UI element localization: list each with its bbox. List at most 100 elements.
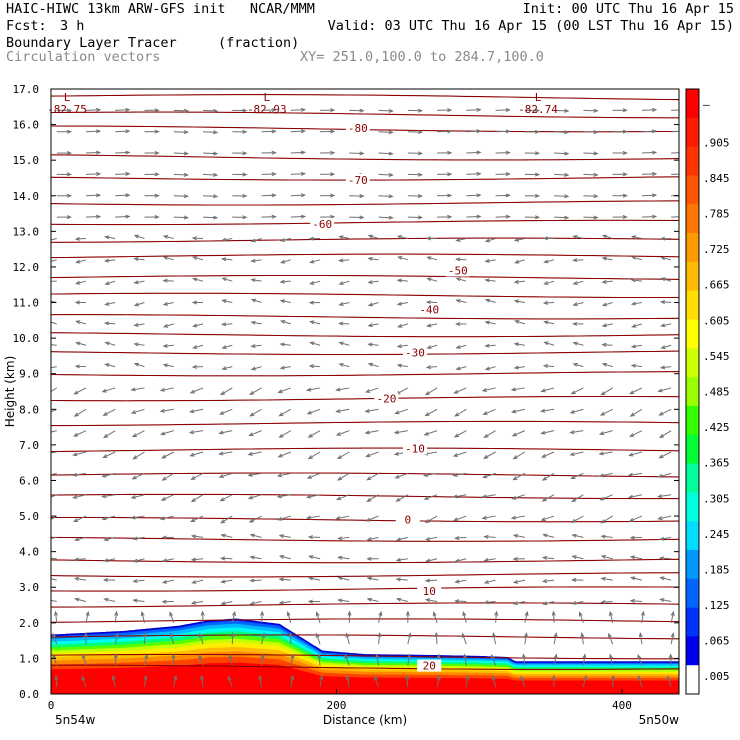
wind-vector <box>335 387 350 392</box>
wind-vector <box>249 555 262 560</box>
wind-vector <box>162 256 174 261</box>
wind-vector <box>133 257 145 262</box>
wind-vector <box>482 472 496 479</box>
wind-vector <box>162 278 174 283</box>
wind-vector <box>51 320 57 325</box>
wind-vector <box>133 322 145 327</box>
wind-vector <box>367 302 379 307</box>
wind-vector <box>286 611 292 623</box>
wind-vector <box>542 533 555 538</box>
wind-vector <box>580 632 585 645</box>
wind-vector <box>159 408 174 413</box>
contour-label-bg <box>374 392 399 405</box>
wind-vector <box>492 632 497 645</box>
contour-label-bg <box>417 659 442 672</box>
wind-vector <box>51 344 57 346</box>
wind-vector <box>583 172 599 177</box>
wind-vector <box>452 472 467 477</box>
wind-vector <box>279 279 291 284</box>
wind-vector <box>627 472 642 477</box>
wind-vector <box>543 341 555 346</box>
wind-vector <box>74 364 86 369</box>
wind-vector <box>454 579 467 584</box>
wind-vector <box>513 279 525 284</box>
wind-vector <box>85 610 90 623</box>
wind-vector <box>132 579 145 584</box>
wind-vector <box>554 172 570 177</box>
wind-vector <box>159 515 174 521</box>
wind-vector <box>133 362 145 368</box>
wind-vector <box>261 107 277 113</box>
wind-vector <box>629 576 643 581</box>
wind-vector <box>103 536 116 542</box>
colorbar-label: .485 <box>703 386 730 399</box>
wind-vector <box>349 151 365 156</box>
wind-vector <box>305 387 321 392</box>
wind-vector <box>232 108 248 113</box>
wind-vector <box>227 675 233 688</box>
wind-vector <box>250 366 262 371</box>
wind-vector <box>657 515 672 521</box>
wind-vector <box>221 299 233 304</box>
wind-vector <box>659 236 672 241</box>
wind-vector <box>173 108 190 113</box>
y-tick-label: 4.0 <box>19 546 39 559</box>
wind-vector <box>512 600 525 606</box>
wind-vector <box>144 193 160 198</box>
wind-vector <box>347 610 352 623</box>
wind-vector <box>51 451 57 454</box>
wind-vector <box>159 387 174 392</box>
wind-vector <box>484 278 496 283</box>
wind-vector <box>248 515 262 523</box>
wind-vector <box>338 321 350 326</box>
wind-vector <box>308 236 321 241</box>
wind-vector <box>192 344 204 349</box>
wind-vector <box>115 129 131 134</box>
wind-vector <box>641 150 658 155</box>
field-units: (fraction) <box>218 35 300 51</box>
wind-vector <box>627 494 642 499</box>
wind-vector <box>143 674 148 687</box>
colorbar-label: .125 <box>703 599 730 612</box>
contour-label: 0 <box>405 514 412 527</box>
wind-vector <box>541 579 555 584</box>
colorbar-label: .005 <box>703 670 730 683</box>
wind-vector <box>425 300 438 305</box>
wind-vector <box>366 494 379 502</box>
wind-vector <box>494 610 499 623</box>
wind-vector <box>247 472 262 477</box>
wind-vector <box>541 494 555 502</box>
wind-vector <box>349 108 365 113</box>
contour-label: -70 <box>348 174 368 187</box>
wind-vector <box>511 494 526 500</box>
wind-vector <box>202 151 219 156</box>
wind-vector <box>277 387 291 394</box>
wind-vector <box>337 576 350 581</box>
wind-vector <box>249 600 262 606</box>
x-right-endpoint: 5n50w <box>639 713 680 727</box>
y-tick-label: 0.0 <box>19 688 39 701</box>
wind-vector <box>454 535 467 540</box>
wind-vector <box>249 408 262 417</box>
wind-vector <box>162 323 174 328</box>
y-axis-label: Height (km) <box>3 356 17 427</box>
wind-vector <box>305 515 321 520</box>
wind-vector <box>307 599 321 604</box>
wind-vector <box>161 451 174 459</box>
wind-vector <box>261 129 277 134</box>
wind-vector <box>290 107 307 112</box>
wind-vector <box>434 631 439 645</box>
wind-vector <box>541 555 555 560</box>
wind-vector <box>309 259 321 264</box>
wind-vector <box>454 408 467 417</box>
wind-vector <box>426 344 438 350</box>
wind-vector <box>72 515 87 523</box>
wind-vector <box>221 237 233 242</box>
wind-vector <box>75 280 87 285</box>
wind-vector <box>101 387 116 393</box>
wind-vector <box>572 258 584 263</box>
wind-vector <box>601 234 613 239</box>
colorbar-swatch <box>686 175 699 205</box>
wind-vector <box>103 597 116 602</box>
wind-vector <box>407 129 424 135</box>
